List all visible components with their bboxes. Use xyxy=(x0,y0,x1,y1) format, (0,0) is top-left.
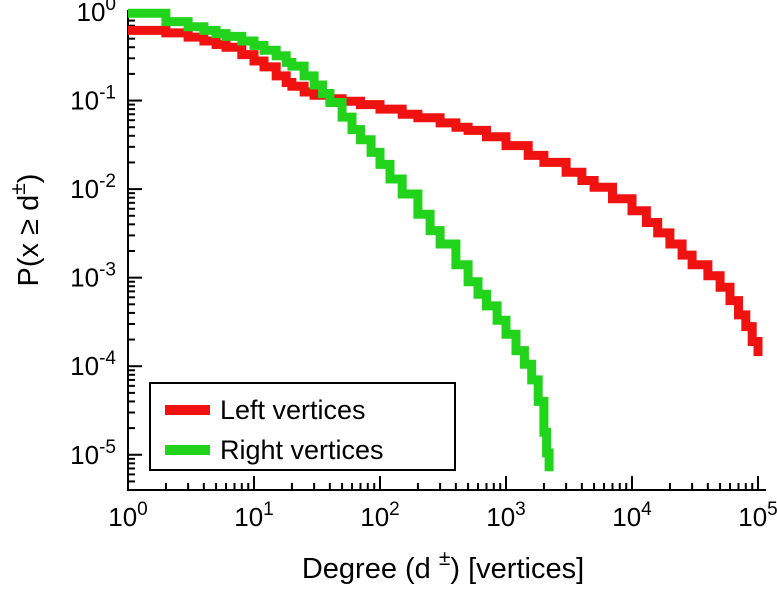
y-tick-label: 100 xyxy=(77,0,117,27)
y-tick-label: 10-5 xyxy=(70,437,116,470)
y-axis-label: P(x ≥ d±) xyxy=(7,174,45,287)
series-line-right-vertices xyxy=(128,8,554,472)
x-tick-label: 104 xyxy=(612,499,652,532)
y-tick-label: 10-3 xyxy=(70,260,116,293)
y-tick-label: 10-1 xyxy=(70,83,116,116)
x-axis-label: Degree (d ±) [vertices] xyxy=(302,547,584,585)
x-tick-label: 103 xyxy=(486,499,526,532)
legend: Left vertices Right vertices xyxy=(149,382,456,471)
x-tick-label: 105 xyxy=(738,499,777,532)
y-tick-label: 10-2 xyxy=(70,171,116,204)
x-tick-label: 100 xyxy=(108,499,148,532)
legend-label-left-vertices: Left vertices xyxy=(220,395,366,425)
legend-label-right-vertices: Right vertices xyxy=(220,435,384,465)
legend-box xyxy=(149,382,456,471)
y-tick-label: 10-4 xyxy=(70,348,116,381)
x-tick-label: 102 xyxy=(360,499,400,532)
axis-ticks xyxy=(127,11,759,491)
x-tick-label: 101 xyxy=(234,499,274,532)
series-line-left-vertices xyxy=(128,25,763,357)
